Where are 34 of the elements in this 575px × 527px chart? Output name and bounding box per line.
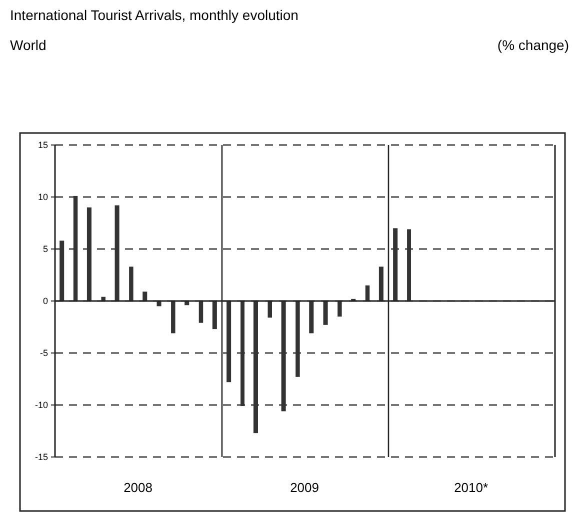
bar (60, 240, 64, 301)
text: (% change) (497, 37, 569, 53)
y-tick-label: 5 (42, 244, 48, 254)
bar (73, 196, 78, 301)
bar (281, 301, 286, 412)
y-tick-label: 10 (38, 192, 48, 202)
bar (309, 301, 314, 334)
y-tick-label: 15 (38, 140, 48, 150)
bar (365, 285, 370, 301)
bar (129, 266, 134, 301)
bar (212, 301, 217, 330)
bar (114, 205, 120, 301)
bar (142, 292, 148, 301)
chart-title: International Tourist Arrivals, monthly evolution (10, 7, 298, 23)
bar (323, 301, 328, 325)
bar (226, 301, 232, 382)
bar (338, 301, 342, 317)
y-tick-label: 0 (42, 296, 48, 306)
bar (171, 301, 176, 334)
bar (86, 207, 92, 301)
bar (198, 301, 204, 323)
bar (253, 301, 258, 434)
y-tick-label: -15 (34, 452, 48, 462)
y-tick-label: -10 (34, 400, 48, 410)
bar (240, 301, 244, 406)
bar (378, 266, 384, 301)
x-tick-label: 2008 (124, 480, 152, 495)
chart-subtitle: World (10, 37, 46, 53)
bar (296, 301, 300, 377)
bar (407, 229, 411, 301)
x-tick-label: 2010* (454, 480, 488, 495)
y-tick-label: -5 (40, 348, 48, 358)
bar (393, 228, 398, 301)
x-tick-label: 2009 (290, 480, 320, 495)
